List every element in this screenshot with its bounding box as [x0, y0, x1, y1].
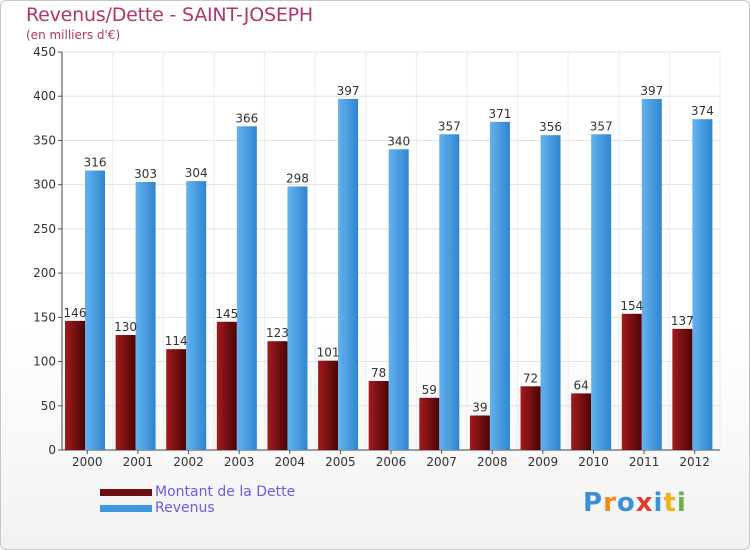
data-label: 374 — [691, 104, 714, 118]
bar-dette — [368, 381, 389, 450]
logo-letter: t — [663, 488, 677, 518]
data-label: 146 — [64, 306, 87, 320]
bar-revenus — [287, 186, 308, 451]
x-tick-label: 2010 — [578, 455, 609, 469]
data-labels: 146 316 130 303 114 304 145 366 123 298 101 397 78 34… — [64, 84, 714, 415]
x-tick-label: 2002 — [173, 455, 204, 469]
bar-revenus — [135, 182, 156, 450]
bar-revenus — [641, 98, 662, 451]
bar-dette — [65, 320, 85, 450]
y-tick-label: 300 — [33, 178, 56, 192]
data-label: 357 — [590, 119, 613, 133]
logo-letter: x — [635, 488, 654, 518]
bar-revenus — [186, 181, 207, 450]
y-tick-label: 450 — [33, 45, 56, 59]
bar-revenus — [85, 170, 105, 450]
data-label: 340 — [387, 134, 410, 148]
y-tick-label: 400 — [33, 89, 56, 103]
logo-letter: r — [603, 488, 617, 518]
bar-dette — [520, 386, 541, 450]
logo-letter: P — [583, 488, 604, 518]
bar-dette — [419, 397, 440, 450]
x-tick-label: 2005 — [325, 455, 356, 469]
data-label: 130 — [114, 320, 137, 334]
logo-letter: o — [616, 488, 636, 518]
bar-dette — [469, 415, 490, 450]
bar-revenus — [439, 134, 460, 450]
data-label: 371 — [488, 107, 511, 121]
data-label: 39 — [472, 401, 487, 415]
y-tick-label: 350 — [33, 133, 56, 147]
y-tick-label: 0 — [48, 443, 56, 457]
data-label: 356 — [539, 120, 562, 134]
bar-dette — [571, 393, 592, 450]
axes: 0 50 100 150 200 250 300 350 400 450 2000 2001 2002 2… — [33, 45, 720, 469]
data-label: 64 — [574, 378, 589, 392]
data-label: 303 — [134, 167, 157, 181]
logo-letter: i — [653, 488, 664, 518]
chart-subtitle: (en milliers d'€) — [26, 28, 121, 42]
chart-title: Revenus/Dette - SAINT-JOSEPH — [26, 4, 313, 26]
x-tick-label: 2001 — [123, 455, 154, 469]
bar-revenus — [692, 119, 713, 451]
legend-label-revenus: Revenus — [155, 500, 215, 516]
data-label: 123 — [266, 326, 289, 340]
data-label: 78 — [371, 366, 386, 380]
x-tick-label: 2011 — [629, 455, 660, 469]
legend-swatch-revenus — [100, 505, 152, 512]
proxiti-logo: Proxiti — [583, 488, 687, 518]
data-label: 114 — [165, 334, 188, 348]
x-tick-label: 2003 — [224, 455, 255, 469]
logo-letter: i — [676, 488, 687, 518]
data-label: 59 — [422, 383, 437, 397]
data-label: 304 — [185, 166, 208, 180]
bar-dette — [318, 360, 339, 450]
data-label: 101 — [317, 346, 340, 360]
bar-dette — [621, 313, 642, 450]
x-tick-label: 2006 — [376, 455, 407, 469]
bar-revenus — [338, 98, 359, 451]
x-tick-label: 2004 — [274, 455, 305, 469]
x-tick-label: 2009 — [528, 455, 559, 469]
x-tick-label: 2000 — [72, 455, 103, 469]
x-tick-label: 2012 — [679, 455, 710, 469]
data-label: 397 — [640, 84, 663, 98]
data-label: 145 — [215, 307, 238, 321]
bar-revenus — [236, 126, 257, 450]
x-tick-label: 2008 — [477, 455, 508, 469]
bar-revenus — [540, 135, 561, 451]
y-tick-label: 250 — [33, 222, 56, 236]
y-tick-label: 150 — [33, 310, 56, 324]
bar-revenus — [388, 149, 409, 451]
data-label: 154 — [620, 299, 643, 313]
x-tick-label: 2007 — [426, 455, 457, 469]
bar-dette — [166, 349, 187, 450]
data-label: 137 — [671, 314, 694, 328]
bars — [65, 98, 713, 451]
bar-dette — [672, 328, 693, 450]
data-label: 357 — [438, 119, 461, 133]
bar-dette — [216, 321, 237, 450]
legend-swatch-dette — [100, 489, 152, 496]
data-label: 366 — [235, 111, 258, 125]
y-tick-label: 100 — [33, 355, 56, 369]
y-tick-label: 50 — [41, 399, 56, 413]
bar-dette — [267, 341, 288, 450]
data-label: 316 — [84, 156, 107, 170]
bar-revenus — [489, 121, 510, 451]
legend-label-dette: Montant de la Dette — [155, 484, 296, 500]
data-label: 298 — [286, 171, 309, 185]
y-tick-label: 200 — [33, 266, 56, 280]
data-label: 72 — [523, 371, 538, 385]
bar-dette — [115, 335, 136, 450]
bar-revenus — [591, 134, 612, 450]
data-label: 397 — [337, 84, 360, 98]
